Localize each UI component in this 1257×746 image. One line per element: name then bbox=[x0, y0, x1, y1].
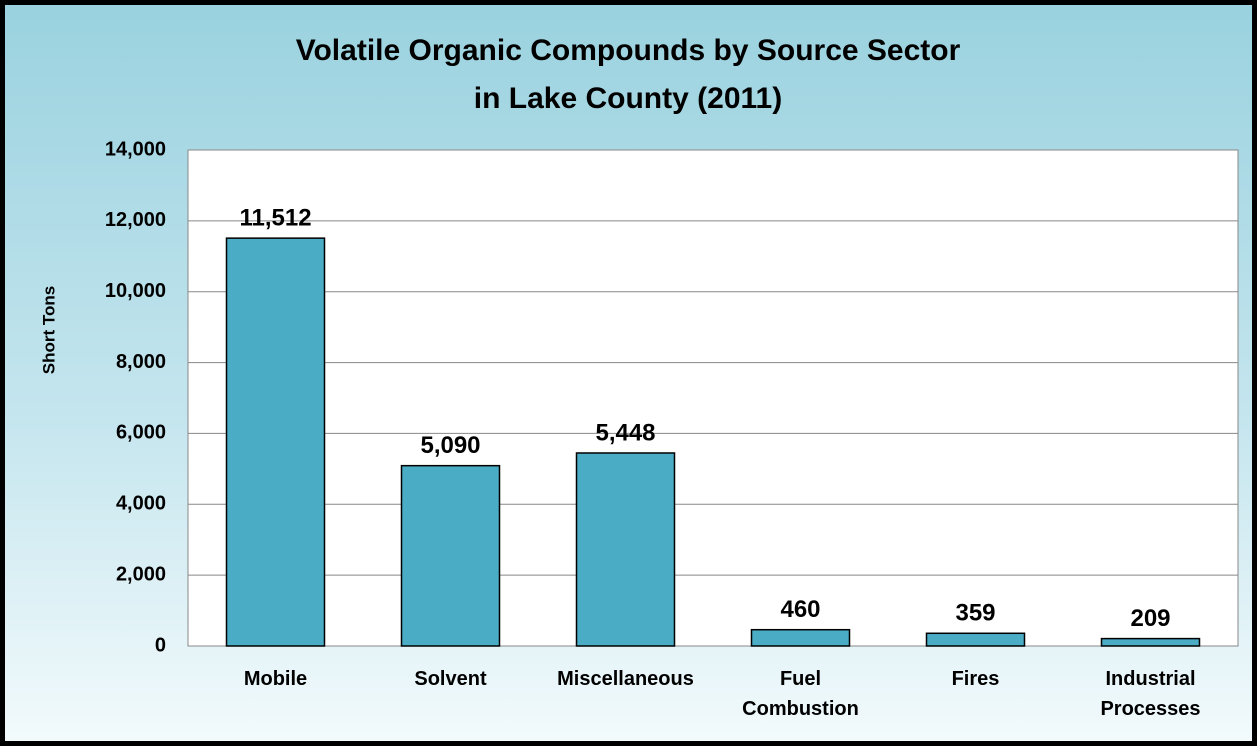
x-tick-label: Fires bbox=[888, 664, 1063, 694]
x-tick-text: Industrial Processes bbox=[1100, 668, 1201, 720]
bar bbox=[1100, 637, 1201, 647]
x-tick-label: Industrial Processes bbox=[1063, 664, 1238, 724]
x-tick-text: Solvent bbox=[414, 668, 487, 690]
data-label: 460 bbox=[780, 596, 820, 623]
y-tick-label: 14,000 bbox=[105, 138, 166, 160]
plot-area bbox=[187, 149, 1239, 647]
y-tick-label: 10,000 bbox=[105, 280, 166, 302]
y-tick-label: 12,000 bbox=[105, 209, 166, 231]
x-tick-label: Fuel Combustion bbox=[713, 664, 888, 724]
x-tick-label: Solvent bbox=[363, 664, 538, 694]
data-label: 359 bbox=[955, 600, 995, 627]
x-tick-text: Fires bbox=[951, 668, 1000, 690]
x-tick-text: Miscellaneous bbox=[557, 668, 694, 690]
chart-title: in Lake County (2011) bbox=[474, 82, 782, 115]
bar bbox=[400, 464, 501, 647]
data-label: 5,448 bbox=[595, 419, 655, 446]
x-tick-text: Fuel Combustion bbox=[742, 668, 859, 720]
data-label: 11,512 bbox=[239, 204, 311, 231]
chart-title: Volatile Organic Compounds by Source Sec… bbox=[296, 34, 961, 67]
y-tick-label: 8,000 bbox=[116, 351, 166, 373]
bar bbox=[225, 237, 326, 647]
y-tick-label: 4,000 bbox=[116, 493, 166, 515]
y-tick-label: 6,000 bbox=[116, 422, 166, 444]
y-tick-label: 0 bbox=[155, 634, 166, 656]
bar bbox=[925, 632, 1026, 647]
x-tick-label: Mobile bbox=[188, 664, 363, 694]
x-tick-label: Miscellaneous bbox=[538, 664, 713, 694]
data-label: 5,090 bbox=[420, 432, 480, 459]
bar bbox=[750, 628, 851, 647]
data-label: 209 bbox=[1130, 605, 1170, 632]
x-tick-text: Mobile bbox=[243, 668, 308, 690]
y-tick-label: 2,000 bbox=[116, 563, 166, 585]
y-axis-label: Short Tons bbox=[39, 286, 58, 374]
bar bbox=[575, 452, 676, 647]
